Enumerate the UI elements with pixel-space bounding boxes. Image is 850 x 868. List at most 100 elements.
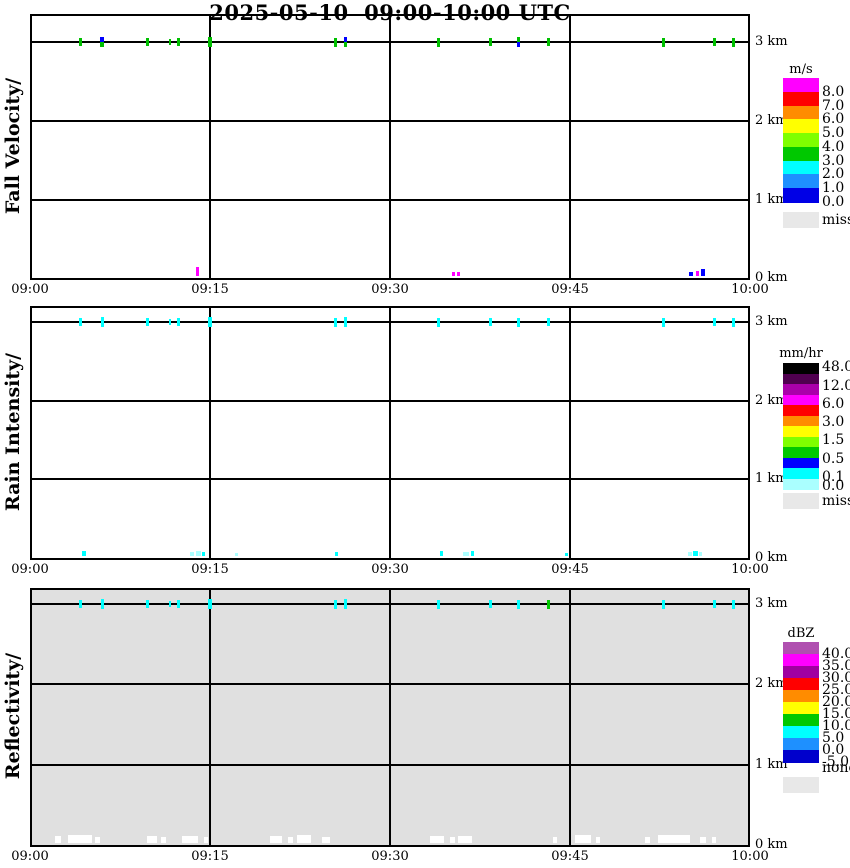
echo-mark: [575, 835, 591, 843]
x-tick-label: 09:00: [11, 562, 49, 577]
echo-mark: [204, 837, 208, 843]
legend-color-block: [783, 478, 819, 490]
legend-color-block: [783, 678, 819, 691]
gridline-horizontal: [30, 683, 750, 685]
echo-mark: [208, 599, 212, 609]
echo-mark: [488, 600, 492, 608]
legend-color-block: [783, 750, 819, 763]
x-tick-label: 09:00: [11, 282, 49, 297]
legend-value-label: 3.0: [822, 414, 845, 430]
legend-color-block: [783, 78, 819, 93]
legend-color-block: [783, 133, 819, 148]
height-tick-label: 0 km: [755, 270, 788, 286]
echo-mark: [161, 837, 166, 843]
legend-value-label: 10.0: [822, 718, 850, 734]
legend-value-label: 0.0: [822, 742, 845, 758]
legend-value-label: 20.0: [822, 694, 850, 710]
legend-value-label: 48.0: [822, 359, 850, 375]
gridline-horizontal: [30, 603, 750, 605]
legend-miss-label: none: [822, 760, 850, 776]
gridline-vertical: [389, 306, 391, 560]
legend-color-block: [783, 642, 819, 655]
echo-mark: [731, 599, 735, 609]
echo-mark: [661, 599, 665, 609]
echo-mark: [95, 837, 100, 843]
legend-color-block: [783, 415, 819, 427]
x-tick-label: 09:30: [371, 282, 409, 297]
legend-color-block: [783, 436, 819, 448]
legend-value-label: 1.0: [822, 180, 845, 197]
echo-mark: [546, 38, 550, 46]
echo-mark: [78, 600, 82, 608]
echo-mark: [208, 37, 212, 47]
echo-mark: [147, 836, 157, 843]
x-tick-label: 09:15: [191, 849, 229, 864]
legend-value-label: 8.0: [822, 83, 845, 100]
x-tick-label: 09:45: [551, 562, 589, 577]
echo-mark: [661, 317, 665, 327]
x-tick-label: 09:30: [371, 849, 409, 864]
gridline-horizontal: [30, 478, 750, 480]
echo-mark: [436, 599, 440, 609]
echo-mark: [68, 835, 92, 843]
echo-mark: [100, 37, 104, 47]
echo-mark: [322, 837, 330, 843]
echo-mark: [169, 601, 171, 607]
legend-color-block: [783, 426, 819, 438]
y-axis-title-fall-velocity: Fall Velocity/: [2, 77, 24, 215]
echo-mark: [196, 267, 199, 276]
legend-unit-mmhr: mm/hr: [779, 346, 823, 361]
legend-value-label: 6.0: [822, 111, 845, 128]
legend-value-label: 6.0: [822, 396, 845, 412]
echo-mark: [596, 837, 600, 843]
legend-color-block: [783, 702, 819, 715]
x-tick-label: 09:15: [191, 282, 229, 297]
height-tick-label: 1 km: [755, 471, 788, 487]
legend-color-block: [783, 91, 819, 107]
gridline-vertical: [209, 14, 211, 280]
legend-color-block: [783, 363, 819, 375]
echo-mark: [343, 37, 347, 47]
echo-mark: [712, 600, 716, 608]
legend-value-label: 0.1: [822, 469, 845, 485]
echo-mark: [689, 272, 693, 276]
height-tick-label: 1 km: [755, 757, 788, 773]
echo-mark: [471, 551, 474, 556]
echo-mark: [176, 600, 180, 608]
echo-mark: [452, 272, 455, 276]
echo-mark: [488, 38, 492, 46]
legend-miss-block: [783, 493, 819, 509]
legend-color-block: [783, 394, 819, 406]
echo-mark: [335, 552, 338, 556]
echo-mark: [82, 551, 86, 556]
echo-mark: [458, 836, 472, 843]
echo-mark: [145, 318, 149, 326]
gridline-horizontal: [30, 41, 750, 43]
legend-color-block: [783, 714, 819, 727]
legend-value-label: 25.0: [822, 682, 850, 698]
echo-mark: [100, 317, 104, 327]
legend-miss-block: [783, 777, 819, 793]
legend-value-label: 35.0: [822, 658, 850, 674]
echo-mark: [436, 317, 440, 327]
echo-mark: [196, 551, 201, 556]
legend-miss-label: miss: [822, 212, 850, 228]
x-tick-label: 10:00: [731, 849, 769, 864]
legend-unit-dbz: dBZ: [787, 626, 815, 641]
gridline-vertical: [389, 14, 391, 280]
gridline-vertical: [569, 306, 571, 560]
echo-mark: [55, 836, 61, 843]
echo-mark: [658, 835, 690, 843]
legend-color-block: [783, 373, 819, 385]
legend-color-block: [783, 738, 819, 751]
height-tick-label: 0 km: [755, 550, 788, 566]
gridline-vertical: [569, 14, 571, 280]
height-tick-label: 3 km: [755, 596, 788, 612]
echo-mark: [696, 271, 699, 276]
legend-miss-block: [783, 212, 819, 228]
echo-mark: [731, 37, 735, 47]
legend-color-block: [783, 105, 819, 120]
echo-mark: [712, 837, 716, 843]
height-tick-label: 2 km: [755, 113, 788, 129]
height-tick-label: 2 km: [755, 393, 788, 409]
